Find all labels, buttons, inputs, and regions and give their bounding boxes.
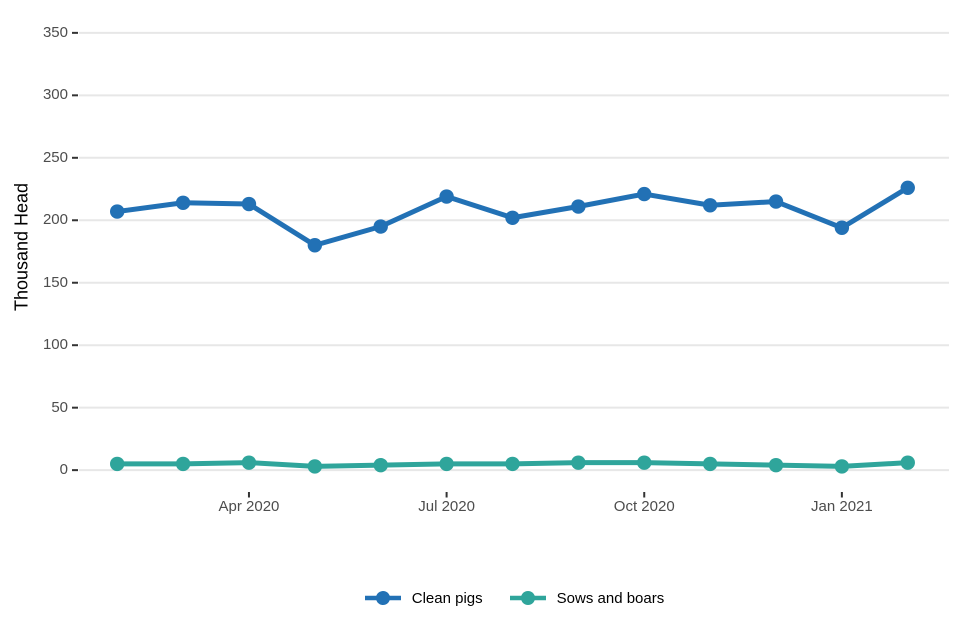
y-tick-label: 300 [42, 86, 68, 104]
y-tick-label: 200 [42, 211, 68, 229]
y-axis-title: Thousand Head [11, 182, 32, 312]
data-point [571, 455, 586, 470]
data-point [241, 196, 257, 212]
data-point [175, 195, 191, 210]
data-point [110, 456, 125, 472]
x-tick-label: Apr 2020 [218, 498, 280, 515]
x-tick-label: Jul 2020 [418, 498, 475, 515]
y-tick-label: 100 [42, 336, 68, 354]
x-tick-label: Jan 2021 [811, 498, 873, 515]
data-point [439, 456, 454, 472]
y-tick-label: 0 [59, 461, 68, 479]
x-tick-label: Oct 2020 [613, 498, 675, 515]
y-tick-label: 50 [51, 398, 68, 416]
legend-label-sows-and-boars: Sows and boars [556, 589, 665, 607]
y-tick-label: 250 [42, 148, 68, 166]
data-point [110, 204, 125, 219]
data-point [834, 459, 850, 474]
sows-and-boars-line-marker-icon [509, 591, 546, 605]
data-point [307, 238, 323, 253]
clean-pigs-line-marker-icon [364, 591, 401, 605]
data-point [505, 456, 520, 472]
data-point [175, 456, 191, 472]
data-point [702, 456, 718, 472]
data-point [637, 186, 652, 202]
legend-item-sows-and-boars: Sows and boars [509, 589, 665, 607]
legend-label-clean-pigs: Clean pigs [411, 589, 483, 607]
data-point [373, 219, 388, 234]
data-point [702, 198, 718, 213]
data-point [439, 189, 454, 204]
data-point [241, 455, 257, 470]
data-point [834, 220, 850, 235]
data-point [768, 457, 784, 473]
data-point [373, 457, 388, 473]
data-point [307, 459, 323, 474]
data-point [505, 210, 520, 225]
data-point [768, 194, 784, 209]
y-tick-label: 150 [42, 273, 68, 291]
data-point [900, 455, 915, 470]
data-point [571, 199, 586, 214]
legend-item-clean-pigs: Clean pigs [364, 589, 483, 607]
data-point [637, 455, 652, 470]
legend: Clean pigs Sows and boars [79, 589, 949, 607]
y-tick-label: 350 [42, 23, 68, 41]
data-point [900, 180, 915, 195]
